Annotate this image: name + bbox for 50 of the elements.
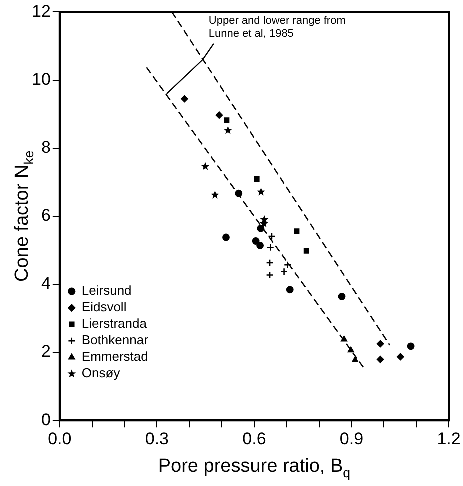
point bbox=[222, 234, 230, 242]
y-tick-label: 2 bbox=[41, 342, 51, 362]
x-tick-label: 0.6 bbox=[242, 429, 266, 448]
y-tick-label: 0 bbox=[41, 410, 51, 430]
point bbox=[181, 95, 188, 103]
point bbox=[235, 190, 243, 198]
point bbox=[224, 118, 230, 124]
point bbox=[257, 224, 265, 232]
y-tick-label: 8 bbox=[41, 138, 51, 158]
point bbox=[211, 190, 220, 199]
point bbox=[266, 244, 275, 252]
point bbox=[376, 356, 384, 364]
point bbox=[266, 271, 274, 280]
y-tick-label: 4 bbox=[41, 274, 51, 294]
point bbox=[216, 112, 224, 120]
x-tick-label: 0.9 bbox=[340, 429, 364, 448]
y-tick-label: 6 bbox=[41, 206, 51, 226]
x-tick-label: 0.3 bbox=[145, 429, 169, 448]
point bbox=[257, 188, 266, 196]
point bbox=[352, 356, 359, 362]
point bbox=[341, 336, 348, 342]
point bbox=[254, 176, 260, 182]
point bbox=[266, 259, 274, 267]
point bbox=[376, 340, 384, 348]
point bbox=[338, 293, 346, 300]
y-tick-label: 10 bbox=[32, 70, 51, 89]
legend-label: Lierstranda bbox=[82, 316, 148, 332]
legend-label: Onsøy bbox=[82, 366, 121, 381]
legend-label: Emmerstad bbox=[82, 349, 148, 364]
point bbox=[294, 228, 300, 234]
point bbox=[348, 346, 354, 353]
point bbox=[304, 248, 310, 254]
point bbox=[407, 342, 415, 350]
y-tick-label: 12 bbox=[32, 2, 51, 21]
point bbox=[280, 268, 288, 276]
legend-label: Leirsund bbox=[82, 283, 132, 298]
point bbox=[224, 126, 232, 134]
x-tick-label: 0.0 bbox=[48, 429, 72, 448]
legend-label: Bothkennar bbox=[82, 332, 150, 348]
point bbox=[252, 238, 260, 245]
point bbox=[268, 232, 276, 240]
legend-label: Eidsvoll bbox=[82, 300, 127, 315]
point bbox=[396, 353, 404, 361]
point bbox=[284, 261, 292, 269]
point bbox=[286, 286, 294, 294]
point bbox=[201, 162, 210, 170]
annotation: Upper and lower range from Lunne et al, 1985 bbox=[208, 14, 346, 40]
point bbox=[256, 242, 264, 250]
y-axis-title: Cone factor Nke bbox=[12, 150, 37, 282]
x-tick-label: 1.2 bbox=[437, 429, 461, 448]
